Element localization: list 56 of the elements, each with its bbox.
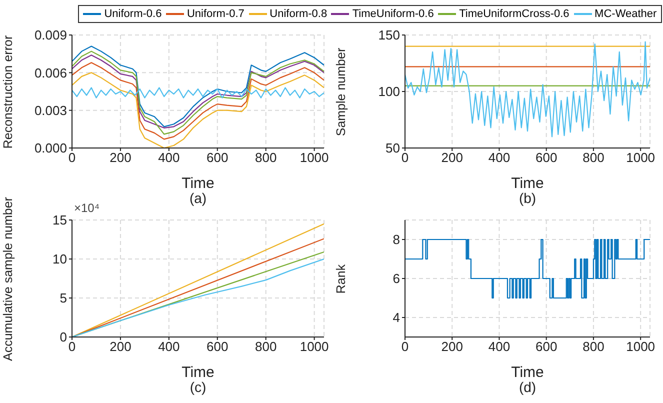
x-tick-label: 200 [110,339,132,354]
text: ×10⁴ [74,201,100,215]
x-tick-label: 800 [582,339,604,354]
x-tick-label: 600 [535,150,558,166]
x-tick-label: 1000 [626,150,656,166]
x-tick-label: 800 [582,150,604,166]
x-axis-title: Time [511,175,544,192]
x-tick-label: 400 [158,150,180,166]
x-tick-label: 400 [488,339,510,354]
x-tick-label: 1000 [626,339,656,354]
y-axis-title: Rank [334,264,348,294]
y-tick-label: 0.009 [34,28,67,43]
y-axis-title: Sample number [334,47,348,136]
y-tick-label: 0.000 [34,140,67,156]
x-tick-label: 1000 [300,339,329,354]
legend-label: MC-Weather [594,8,657,20]
y-axis-title: Accumulative sample number [1,196,15,360]
x-tick-label: 200 [441,150,463,166]
x-axis-title: Time [511,364,544,381]
text: (d) [518,379,538,395]
x-tick-label: 400 [158,339,180,354]
legend-label: TimeUniformCross-0.6 [458,8,570,20]
line-series [72,87,324,98]
y-axis-title: Reconstruction error [1,34,15,148]
y-tick-label: 150 [378,28,400,43]
y-tick-label: 6 [392,271,400,286]
x-tick-label: 400 [488,150,510,166]
y-tick-label: 0.003 [34,102,67,118]
y-tick-label: 5 [60,290,67,306]
y-tick-label: 10 [52,252,67,267]
y-tick-label: 0.006 [34,65,67,80]
legend-label: TimeUniform-0.6 [351,8,434,20]
y-tick-label: 8 [392,232,400,248]
x-tick-label: 600 [206,150,228,166]
legend-label: Uniform-0.6 [103,8,162,20]
x-tick-label: 600 [535,339,558,354]
x-tick-label: 200 [110,150,132,166]
y-tick-label: 4 [392,310,400,326]
y-tick-label: 0 [60,330,67,345]
line-series [72,62,324,140]
x-tick-label: 600 [206,339,228,354]
text: (b) [518,190,538,206]
text: (a) [189,190,207,206]
legend-label: Uniform-0.8 [268,8,328,20]
line-series [405,41,650,138]
x-tick-label: 800 [254,339,277,354]
x-axis-title: Time [182,364,214,381]
y-tick-label: 15 [52,212,67,228]
x-tick-label: 800 [254,150,277,166]
y-tick-label: 100 [378,84,400,100]
y-tick-label: 50 [386,140,400,156]
legend-label: Uniform-0.7 [186,8,244,20]
text: (c) [188,379,208,395]
x-tick-label: 200 [441,339,463,354]
x-tick-label: 1000 [300,150,329,166]
x-axis-title: Time [182,175,214,192]
